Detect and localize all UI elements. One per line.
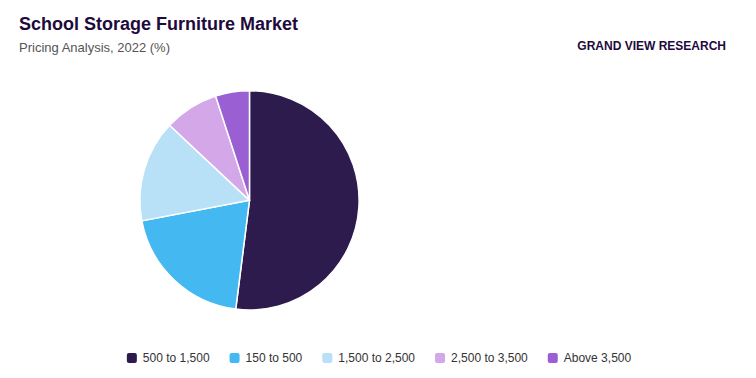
svg-text:GRAND VIEW RESEARCH: GRAND VIEW RESEARCH bbox=[577, 39, 726, 53]
svg-text:Above 3,500: Above 3,500 bbox=[564, 351, 632, 365]
svg-text:2,500 to 3,500: 2,500 to 3,500 bbox=[451, 351, 528, 365]
svg-text:1,500 to 2,500: 1,500 to 2,500 bbox=[338, 351, 415, 365]
svg-text:150 to 500: 150 to 500 bbox=[246, 351, 303, 365]
svg-text:School Storage Furniture Marke: School Storage Furniture Market bbox=[19, 14, 298, 34]
svg-text:Pricing Analysis, 2022 (%): Pricing Analysis, 2022 (%) bbox=[19, 40, 170, 55]
svg-text:500 to 1,500: 500 to 1,500 bbox=[143, 351, 210, 365]
